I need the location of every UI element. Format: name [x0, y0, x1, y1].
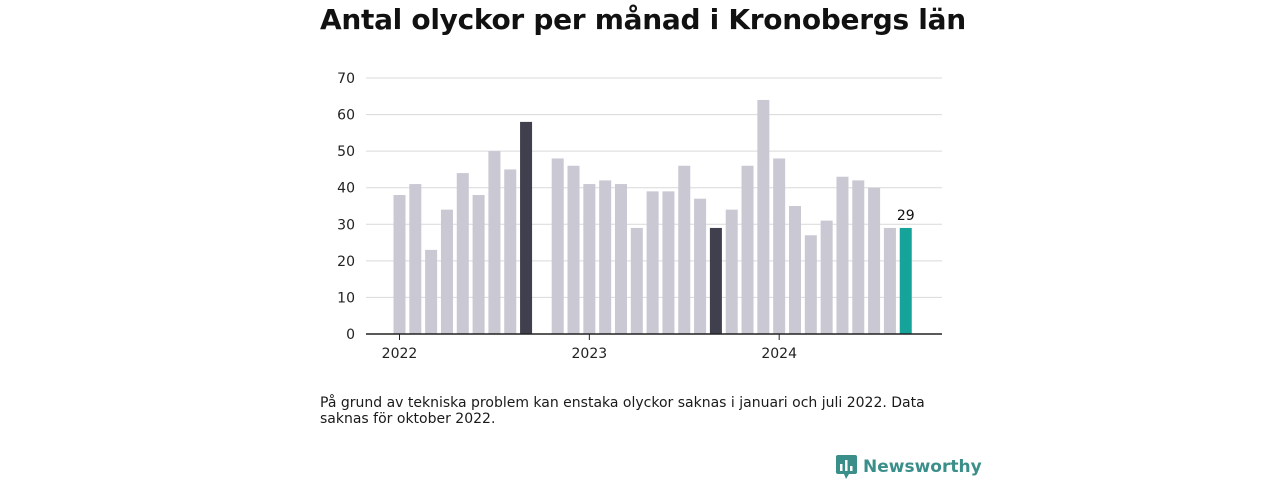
bar — [804, 235, 817, 334]
bar — [678, 165, 691, 334]
chart-title: Antal olyckor per månad i Kronobergs län — [320, 3, 966, 36]
y-tick-label: 10 — [337, 290, 355, 306]
bar — [456, 173, 469, 334]
bar — [440, 209, 453, 334]
x-tick-label: 2023 — [572, 346, 608, 362]
bar — [694, 198, 707, 334]
x-axis-ticks: 2022 2023 2024 — [382, 334, 797, 362]
bar — [836, 176, 849, 334]
bar — [472, 195, 485, 334]
bar — [662, 191, 675, 334]
bar — [599, 180, 612, 334]
bar-chart: 0 10 20 30 40 50 60 70 2022 2023 2024 29 — [337, 71, 942, 362]
y-tick-label: 60 — [337, 108, 355, 124]
x-tick-label: 2024 — [761, 346, 797, 362]
bar — [757, 99, 770, 334]
y-tick-label: 70 — [337, 71, 355, 87]
bar — [820, 220, 833, 334]
bar — [567, 165, 580, 334]
bar — [725, 209, 738, 334]
bar-value-label: 29 — [897, 208, 915, 224]
bar — [630, 227, 643, 334]
bar — [646, 191, 659, 334]
bar — [504, 169, 517, 334]
bar — [551, 158, 564, 334]
y-tick-label: 40 — [337, 181, 355, 197]
bar — [583, 184, 596, 334]
y-axis-ticks: 0 10 20 30 40 50 60 70 — [337, 71, 355, 343]
bar — [899, 227, 912, 334]
bar — [868, 187, 881, 334]
bar — [520, 121, 533, 334]
bar — [614, 184, 627, 334]
bar — [488, 151, 501, 334]
y-tick-label: 50 — [337, 144, 355, 160]
bar — [789, 206, 801, 334]
x-tick-label: 2022 — [382, 346, 418, 362]
brand-name: Newsworthy — [863, 457, 982, 477]
footnote: På grund av tekniska problem kan enstaka… — [320, 395, 925, 427]
bar — [773, 158, 786, 334]
newsworthy-logo: Newsworthy — [836, 455, 982, 479]
bar — [883, 227, 896, 334]
newsworthy-logo-icon — [836, 455, 857, 479]
data-labels: 29 — [897, 208, 915, 224]
y-tick-label: 30 — [337, 217, 355, 233]
bar — [852, 180, 865, 334]
bar — [425, 249, 438, 334]
bar — [741, 165, 754, 334]
bars — [393, 99, 912, 334]
y-tick-label: 20 — [337, 254, 355, 270]
bar — [709, 227, 722, 334]
bar — [393, 195, 406, 334]
bar — [409, 184, 422, 334]
y-tick-label: 0 — [346, 327, 355, 343]
